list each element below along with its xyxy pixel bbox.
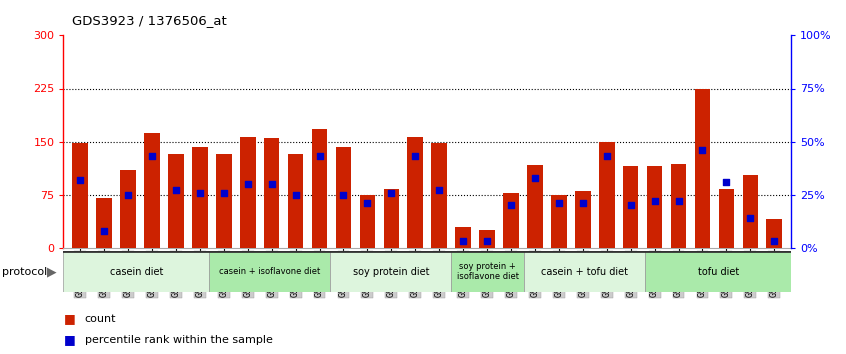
Point: [481, 239, 494, 244]
Point: [337, 192, 350, 198]
Point: [552, 200, 566, 206]
Point: [217, 190, 231, 195]
Bar: [330, 251, 452, 292]
Bar: [192, 147, 207, 248]
Bar: [718, 189, 734, 248]
Point: [193, 190, 206, 195]
Bar: [431, 143, 447, 248]
Text: protocol: protocol: [2, 267, 47, 277]
Bar: [312, 129, 327, 248]
Text: ■: ■: [63, 312, 75, 325]
Bar: [383, 189, 399, 248]
Bar: [452, 251, 525, 292]
Bar: [96, 198, 112, 248]
Text: ▶: ▶: [47, 265, 57, 278]
Bar: [551, 195, 567, 248]
Point: [169, 188, 183, 193]
Point: [288, 192, 302, 198]
Text: soy protein diet: soy protein diet: [353, 267, 429, 277]
Point: [576, 200, 590, 206]
Point: [528, 175, 541, 181]
Bar: [503, 193, 519, 248]
Text: count: count: [85, 314, 116, 324]
Point: [313, 154, 327, 159]
Bar: [695, 88, 711, 248]
Text: casein + tofu diet: casein + tofu diet: [541, 267, 629, 277]
Point: [121, 192, 135, 198]
Bar: [599, 142, 614, 248]
Point: [97, 228, 111, 234]
Text: tofu diet: tofu diet: [698, 267, 739, 277]
Text: casein + isoflavone diet: casein + isoflavone diet: [219, 267, 321, 276]
Point: [672, 198, 685, 204]
Bar: [168, 154, 184, 248]
Point: [385, 190, 398, 195]
Bar: [120, 170, 136, 248]
Bar: [671, 164, 686, 248]
Point: [767, 239, 781, 244]
Point: [265, 181, 278, 187]
Point: [504, 202, 518, 208]
Point: [695, 147, 709, 153]
Bar: [766, 219, 782, 248]
Point: [241, 181, 255, 187]
Bar: [240, 137, 255, 248]
Bar: [216, 154, 232, 248]
Text: GDS3923 / 1376506_at: GDS3923 / 1376506_at: [72, 14, 227, 27]
Text: soy protein +
isoflavone diet: soy protein + isoflavone diet: [457, 262, 519, 281]
Bar: [63, 251, 209, 292]
Bar: [288, 154, 304, 248]
Bar: [336, 147, 351, 248]
Bar: [264, 138, 279, 248]
Bar: [480, 230, 495, 248]
Point: [409, 154, 422, 159]
Bar: [209, 251, 330, 292]
Bar: [73, 143, 88, 248]
Point: [432, 188, 446, 193]
Point: [456, 239, 470, 244]
Point: [146, 154, 159, 159]
Point: [720, 179, 733, 185]
Point: [74, 177, 87, 183]
Bar: [455, 227, 471, 248]
Bar: [527, 165, 542, 248]
Bar: [623, 166, 639, 248]
Point: [744, 215, 757, 221]
Point: [624, 202, 637, 208]
Bar: [144, 133, 160, 248]
Bar: [575, 191, 591, 248]
Bar: [360, 195, 375, 248]
Text: ■: ■: [63, 333, 75, 346]
Bar: [645, 251, 791, 292]
Bar: [743, 175, 758, 248]
Point: [600, 154, 613, 159]
Bar: [408, 137, 423, 248]
Point: [360, 200, 374, 206]
Text: casein diet: casein diet: [109, 267, 163, 277]
Text: percentile rank within the sample: percentile rank within the sample: [85, 335, 272, 345]
Bar: [647, 166, 662, 248]
Bar: [525, 251, 645, 292]
Point: [648, 198, 662, 204]
